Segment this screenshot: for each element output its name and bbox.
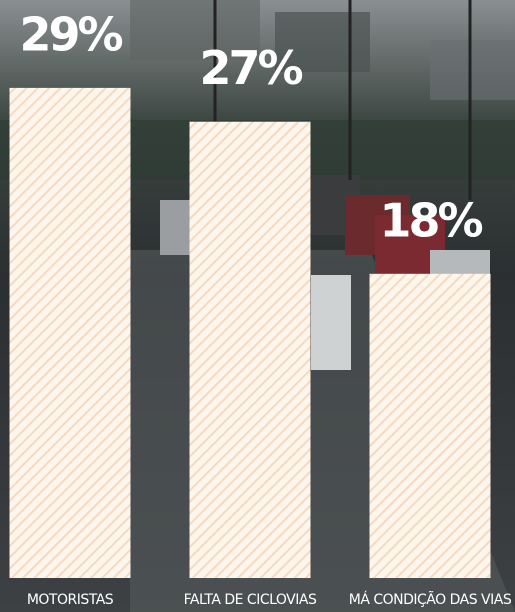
bar [189,121,311,578]
bar [369,273,491,578]
category-label: FALTA DE CICLOVIAS [184,592,317,608]
value-label: 27% [199,41,302,95]
category-label: MOTORISTAS [27,592,114,608]
value-label: 29% [19,7,122,61]
category-label: MÁ CONDIÇÃO DAS VIAS [349,591,512,608]
value-label: 18% [379,193,482,247]
bar [9,87,131,579]
